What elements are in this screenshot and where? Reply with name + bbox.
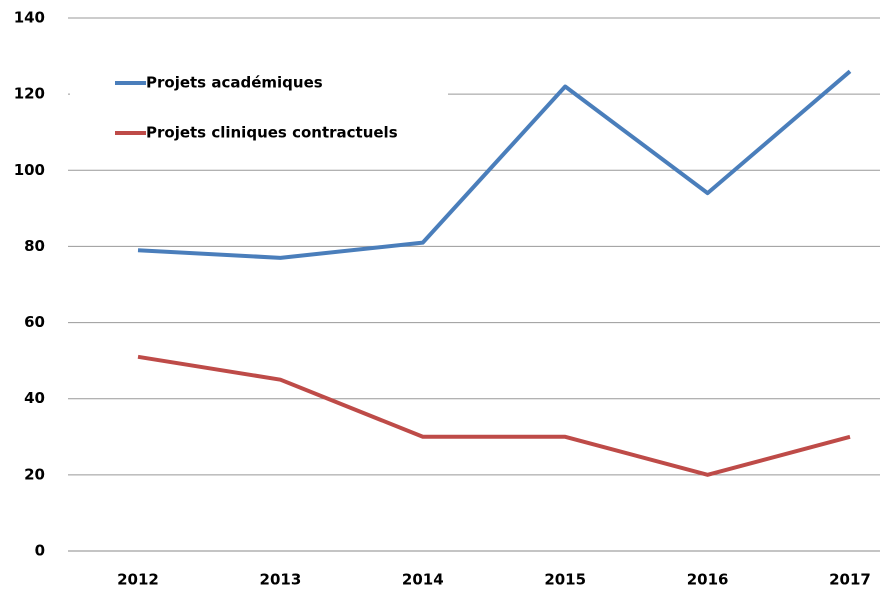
x-tick-label: 2013 [260,571,302,589]
x-tick-label: 2014 [402,571,444,589]
y-tick-label: 40 [24,389,45,407]
x-tick-label: 2015 [544,571,586,589]
x-tick-label: 2016 [687,571,729,589]
x-tick-label: 2017 [829,571,871,589]
legend-label: Projets cliniques contractuels [146,124,398,142]
y-tick-label: 140 [14,9,45,27]
y-tick-label: 20 [24,465,45,483]
y-tick-label: 120 [14,85,45,103]
line-series [137,354,851,477]
y-tick-label: 60 [24,313,45,331]
y-tick-label: 0 [35,542,45,560]
line-series [137,69,852,260]
y-tick-label: 80 [24,237,45,255]
legend-label: Projets académiques [146,74,323,92]
x-tick-label: 2012 [117,571,159,589]
legend-box [70,60,448,152]
y-tick-label: 100 [14,161,45,179]
